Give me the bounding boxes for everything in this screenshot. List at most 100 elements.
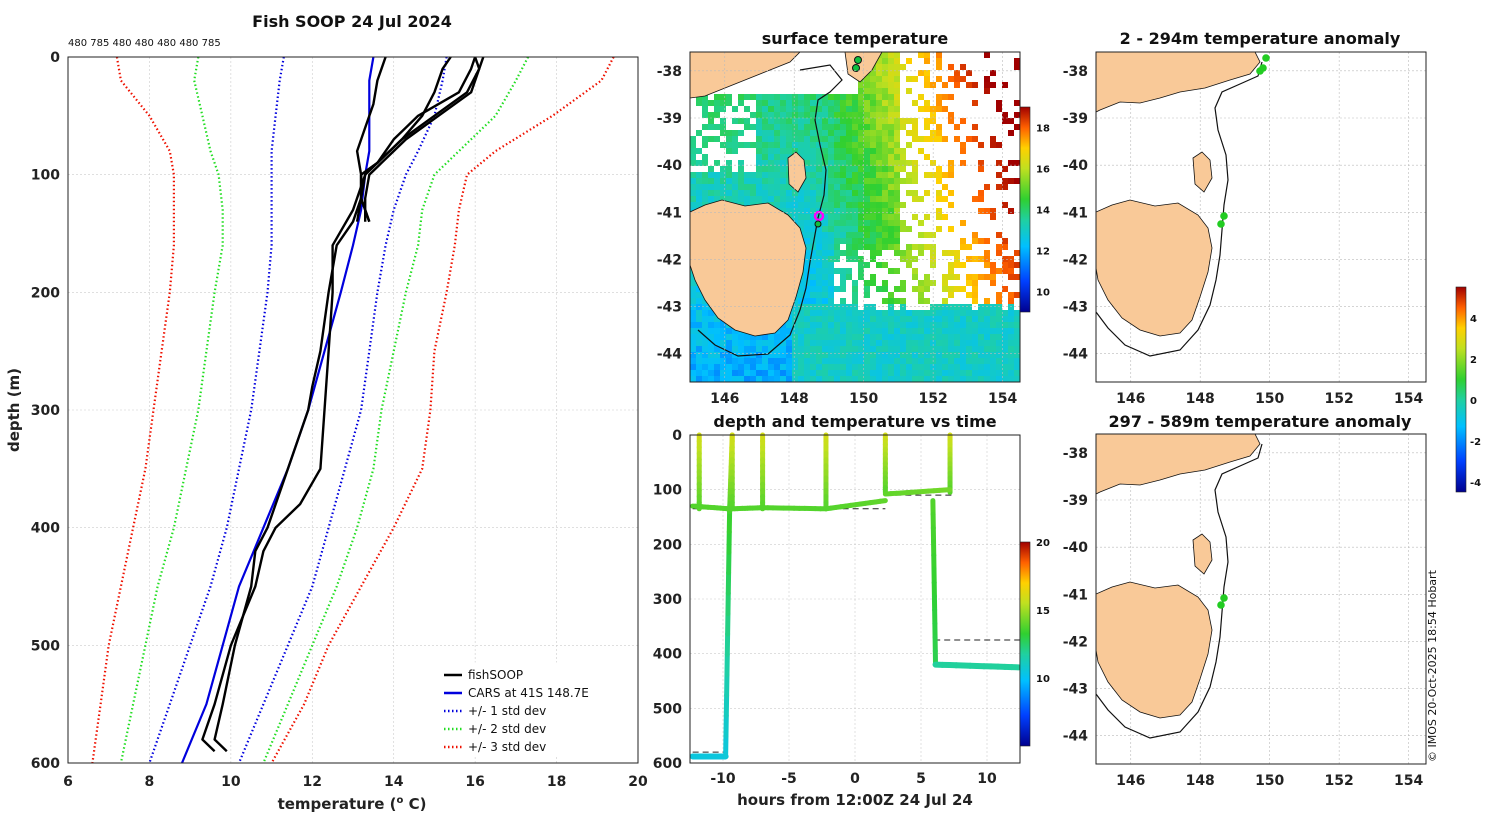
sst-cell bbox=[882, 232, 888, 238]
sst-cell bbox=[942, 136, 948, 142]
sst-cell bbox=[714, 316, 720, 322]
sst-cell bbox=[690, 358, 696, 364]
sst-cell bbox=[966, 328, 972, 334]
sst-cell bbox=[882, 64, 888, 70]
sst-cell bbox=[762, 334, 768, 340]
sst-cell bbox=[1014, 376, 1020, 382]
sst-cell bbox=[750, 358, 756, 364]
sst-cell bbox=[864, 154, 870, 160]
sst-cell bbox=[894, 298, 900, 304]
sst-cell bbox=[924, 346, 930, 352]
sst-cell bbox=[990, 304, 996, 310]
sst-cell bbox=[966, 310, 972, 316]
sst-cell bbox=[996, 376, 1002, 382]
tasmania-land bbox=[1096, 581, 1213, 719]
fishsoop-profile-line bbox=[213, 56, 477, 753]
sst-cell bbox=[852, 166, 858, 172]
sst-cell bbox=[876, 244, 882, 250]
sst-cell bbox=[810, 352, 816, 358]
sst-cell bbox=[792, 148, 798, 154]
sst-cell bbox=[816, 238, 822, 244]
sst-cell bbox=[876, 286, 882, 292]
sst-cell bbox=[978, 304, 984, 310]
sst-cell bbox=[702, 172, 708, 178]
sst-cell bbox=[798, 328, 804, 334]
sst-cell bbox=[696, 346, 702, 352]
sst-cell bbox=[888, 106, 894, 112]
sst-cell bbox=[816, 184, 822, 190]
sst-cell bbox=[846, 352, 852, 358]
sst-cell bbox=[792, 340, 798, 346]
sst-cell bbox=[834, 304, 840, 310]
sst-cell bbox=[900, 166, 906, 172]
sst-cell bbox=[720, 142, 726, 148]
sst-cell bbox=[756, 106, 762, 112]
sst-cell bbox=[942, 346, 948, 352]
sst-cell bbox=[786, 130, 792, 136]
sst-cell bbox=[828, 262, 834, 268]
anomaly-deep-map bbox=[1096, 434, 1263, 739]
sst-cell bbox=[990, 268, 996, 274]
sst-cell bbox=[990, 328, 996, 334]
sst-cell bbox=[858, 190, 864, 196]
sst-cell bbox=[852, 256, 858, 262]
sst-cell bbox=[810, 100, 816, 106]
sst-cell bbox=[702, 184, 708, 190]
sst-cell bbox=[990, 370, 996, 376]
sst-cell bbox=[696, 310, 702, 316]
sst-cell bbox=[762, 130, 768, 136]
sst-cell bbox=[888, 178, 894, 184]
sst-cell bbox=[696, 304, 702, 310]
sst-cell bbox=[792, 322, 798, 328]
sst-cell bbox=[948, 304, 954, 310]
sst-cell bbox=[882, 376, 888, 382]
sst-cell bbox=[858, 118, 864, 124]
sst-cell bbox=[894, 142, 900, 148]
sst-cell bbox=[834, 358, 840, 364]
sst-cell bbox=[804, 292, 810, 298]
sst-cell bbox=[912, 376, 918, 382]
sst-cell bbox=[954, 76, 960, 82]
sst-cell bbox=[768, 124, 774, 130]
sst-cell bbox=[906, 190, 912, 196]
sst-cell bbox=[966, 334, 972, 340]
sst-cell bbox=[852, 214, 858, 220]
sst-cell bbox=[858, 244, 864, 250]
sst-cell bbox=[762, 136, 768, 142]
sst-cell bbox=[714, 346, 720, 352]
sst-cell bbox=[870, 346, 876, 352]
sst-cell bbox=[720, 364, 726, 370]
sst-cell bbox=[792, 358, 798, 364]
sst-cell bbox=[954, 256, 960, 262]
sst-cell bbox=[798, 208, 804, 214]
sst-cell bbox=[756, 370, 762, 376]
sst-cell bbox=[1002, 358, 1008, 364]
sst-cell bbox=[1002, 370, 1008, 376]
sst-cell bbox=[726, 358, 732, 364]
sst-cell bbox=[870, 178, 876, 184]
y-tick-label: 0 bbox=[50, 50, 60, 66]
sst-cell bbox=[894, 94, 900, 100]
sst-cell bbox=[834, 202, 840, 208]
sst-cell bbox=[822, 298, 828, 304]
sst-cell bbox=[744, 346, 750, 352]
sst-cell bbox=[876, 238, 882, 244]
sst-cell bbox=[870, 208, 876, 214]
sst-cell bbox=[984, 274, 990, 280]
sst-cell bbox=[714, 322, 720, 328]
sst-cell bbox=[780, 160, 786, 166]
sst-cell bbox=[930, 364, 936, 370]
sst-cell bbox=[870, 334, 876, 340]
x-tick-label: 0 bbox=[850, 771, 860, 787]
sst-cell bbox=[690, 316, 696, 322]
sst-cell bbox=[864, 370, 870, 376]
sst-cell bbox=[882, 52, 888, 58]
sst-cell bbox=[798, 376, 804, 382]
sst-cell bbox=[876, 88, 882, 94]
sst-cell bbox=[840, 268, 846, 274]
sst-cell bbox=[840, 112, 846, 118]
sst-cell bbox=[816, 256, 822, 262]
sst-tick-labels: 146 148 150 152 154-38-39-40-41-42-43-44 bbox=[657, 64, 1018, 407]
sst-cell bbox=[852, 154, 858, 160]
